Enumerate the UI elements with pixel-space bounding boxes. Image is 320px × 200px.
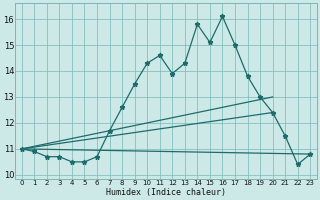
- X-axis label: Humidex (Indice chaleur): Humidex (Indice chaleur): [106, 188, 226, 197]
